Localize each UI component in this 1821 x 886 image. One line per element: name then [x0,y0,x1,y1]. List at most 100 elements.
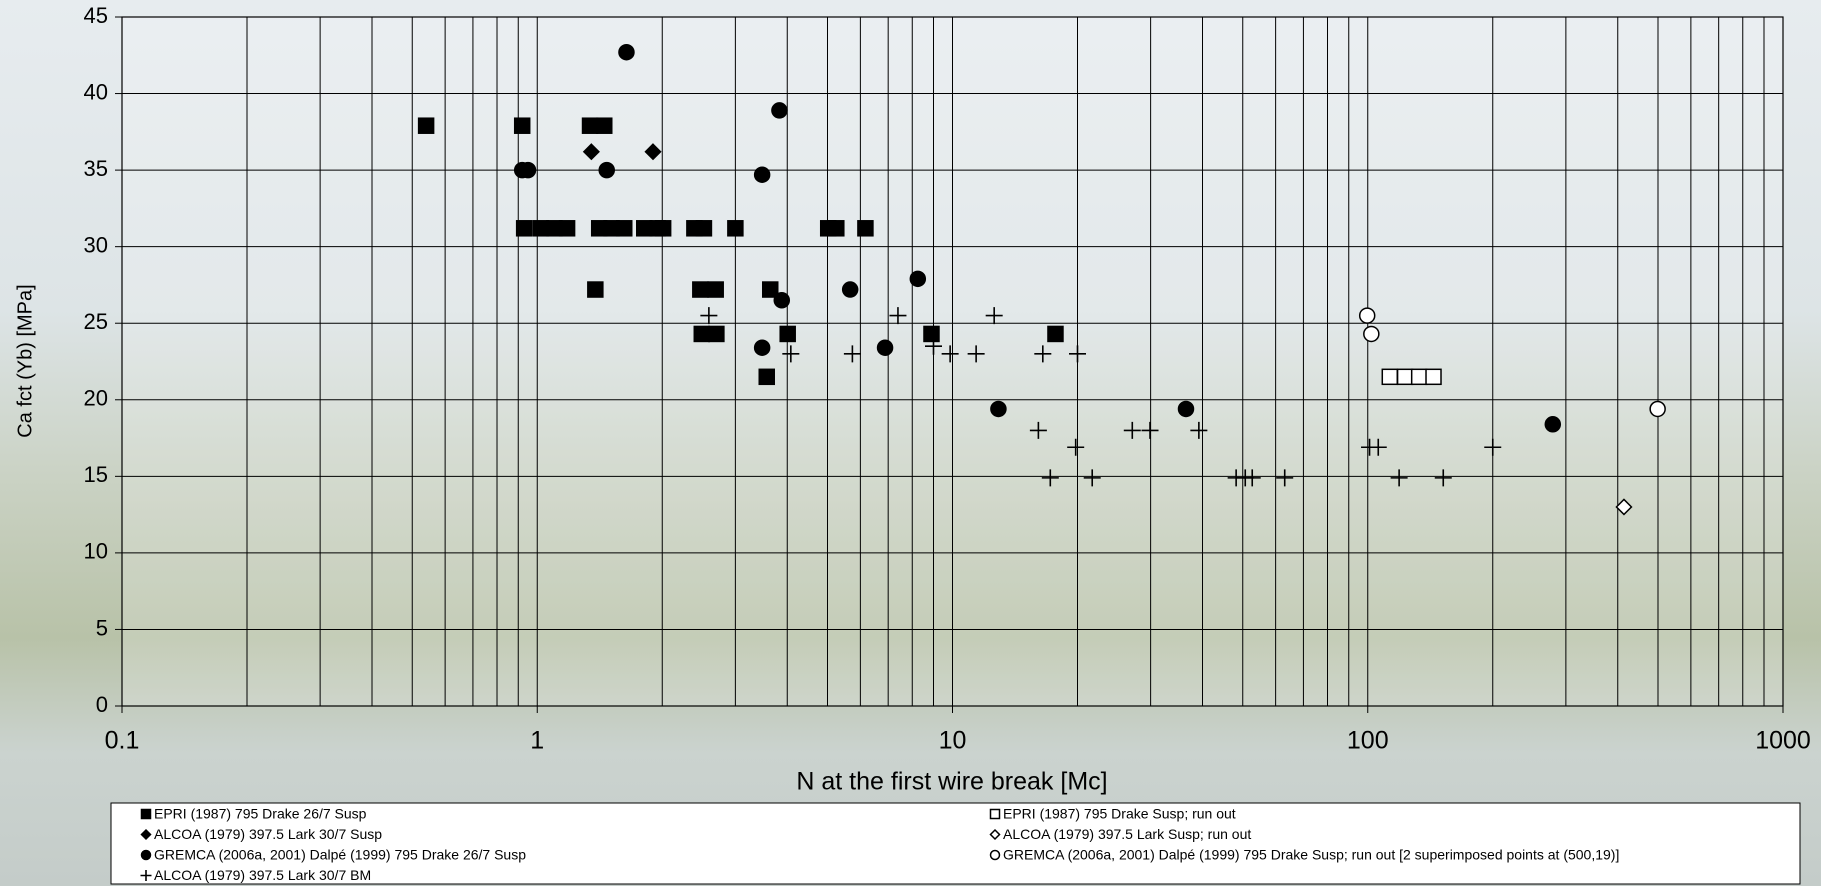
point [1067,438,1085,456]
point [654,220,672,237]
point [1410,368,1428,386]
point [771,102,788,119]
y-axis-title: Ca fct (Yb) [MPa] [14,284,36,437]
legend-label: EPRI (1987) 795 Drake Susp; run out [1003,806,1236,822]
x-tick-label: 0.1 [105,727,140,755]
point [1190,421,1208,439]
point [1034,345,1052,363]
point [1396,368,1414,386]
point [1425,368,1442,386]
point [753,339,771,356]
point [876,339,894,356]
point [587,281,604,298]
point [1041,469,1059,487]
y-tick-label: 35 [84,156,108,181]
point [693,325,711,343]
point [941,345,959,363]
point [985,307,1003,325]
y-tick-label: 45 [84,3,108,28]
legend-symbol [989,808,1001,820]
point [515,220,533,237]
point [1615,498,1633,516]
y-tick-label: 40 [84,79,108,104]
legend-symbol [140,808,152,820]
point [857,220,874,237]
point [700,307,718,325]
point [618,43,635,61]
point [924,337,942,355]
x-tick-label: 1000 [1755,727,1811,755]
point [581,117,599,134]
point [841,281,859,298]
x-tick-label: 100 [1347,727,1389,755]
point [758,368,775,386]
point [773,292,791,309]
point [519,161,537,179]
plot-frame [121,16,1784,707]
legend-symbol [989,828,1001,841]
y-tick-label: 30 [84,232,108,257]
point [1123,421,1141,439]
point [1047,325,1064,343]
y-tick-label: 0 [96,692,108,717]
y-tick-label: 20 [84,386,108,411]
legend-label: ALCOA (1979) 397.5 Lark 30/7 BM [154,867,371,883]
point [1363,325,1380,343]
point [1434,469,1452,487]
legend-label: GREMCA (2006a, 2001) Dalpé (1999) 795 Dr… [1003,847,1619,863]
point [843,345,861,363]
point [828,220,845,237]
point [761,281,779,298]
point [1358,307,1376,324]
point [417,117,435,134]
point [967,345,985,363]
point [596,117,613,134]
point [1029,421,1047,439]
point [558,220,576,237]
point [644,143,662,161]
legend-label: ALCOA (1979) 397.5 Lark Susp; run out [1003,826,1251,842]
point [616,220,633,237]
point [513,117,531,134]
y-tick-label: 25 [84,309,108,334]
point [753,166,771,183]
legend-label: EPRI (1987) 795 Drake 26/7 Susp [154,806,367,822]
y-tick-label: 5 [96,615,108,640]
point [582,143,600,161]
legend-symbol [140,828,152,841]
legend-symbol [989,849,1001,861]
x-tick-label: 1 [530,727,544,755]
x-axis-title: N at the first wire break [Mc] [796,768,1107,796]
point [1390,469,1408,487]
point [1276,469,1294,487]
point [708,325,725,343]
point [782,345,800,363]
point [1243,469,1261,487]
legend-symbol [140,849,152,861]
point [1369,438,1387,456]
point [727,220,744,237]
legend-label: GREMCA (2006a, 2001) Dalpé (1999) 795 Dr… [154,847,526,863]
point [779,325,796,343]
point [1141,421,1159,439]
point [1381,368,1399,386]
point [1649,400,1666,418]
point [532,220,550,237]
point [1544,416,1562,433]
x-tick-label: 10 [939,727,967,755]
point [707,281,724,298]
point [923,325,940,343]
point [909,270,927,288]
legend-symbol [140,870,152,881]
point [1177,400,1195,418]
point [1069,345,1086,363]
point [1484,438,1502,456]
y-tick-label: 15 [84,462,108,487]
point [598,161,615,179]
legend-box [110,802,1801,885]
legend-label: ALCOA (1979) 397.5 Lark 30/7 Susp [154,826,382,842]
point [695,220,713,237]
